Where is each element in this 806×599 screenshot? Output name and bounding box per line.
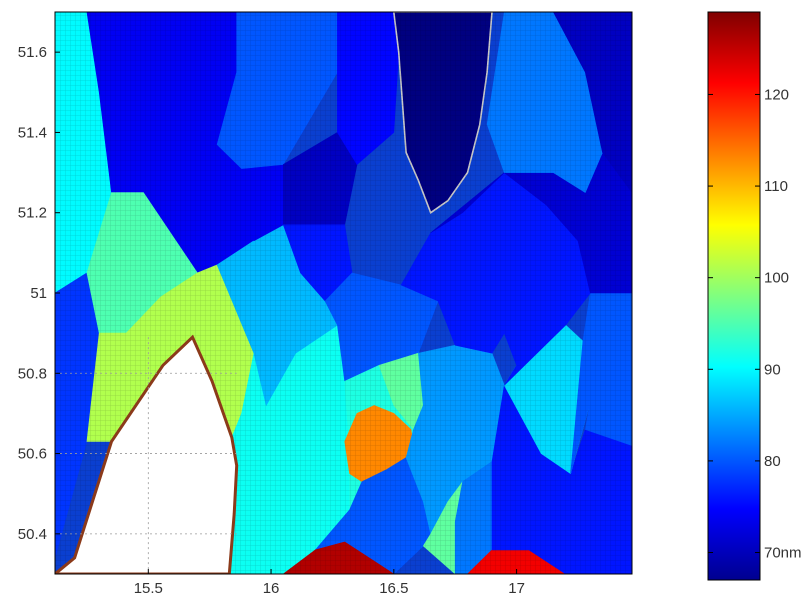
no-data-polygon xyxy=(55,334,239,574)
colorbar-tick-label: 100 xyxy=(764,270,789,287)
y-axis: 50.4 50.6 50.8 51 51.2 51.4 51.6 xyxy=(18,44,60,543)
y-tick-label: 51.2 xyxy=(18,205,47,222)
x-tick-label: 15.5 xyxy=(134,580,163,597)
colorbar-tick-label: 120 xyxy=(764,86,789,103)
colorbar-tick-label: 110 xyxy=(764,178,788,195)
x-tick-label: 16 xyxy=(263,580,280,597)
y-tick-label: 50.4 xyxy=(18,526,47,543)
y-tick-label: 50.8 xyxy=(18,365,47,382)
y-tick-label: 51.6 xyxy=(18,44,47,61)
x-tick-label: 16.5 xyxy=(379,580,408,597)
colorbar-ticks: 70nm 80 90 100 110 120 xyxy=(708,86,802,562)
colorbar-tick-label: 90 xyxy=(764,361,781,378)
y-tick-label: 51 xyxy=(30,285,47,302)
plot-area xyxy=(54,11,633,575)
colorbar-frame xyxy=(707,11,761,581)
colorbar: 70nm 80 90 100 110 120 xyxy=(707,11,802,581)
colorbar-tick-label: 80 xyxy=(764,453,781,470)
x-tick-label: 17 xyxy=(508,580,525,597)
colorbar-gradient xyxy=(708,12,760,580)
no-data-region xyxy=(55,334,239,574)
y-tick-label: 51.4 xyxy=(18,124,47,141)
y-tick-label: 50.6 xyxy=(18,446,47,463)
x-axis: 15.5 16 16.5 17 xyxy=(134,569,525,597)
colorbar-tick-label: 70nm xyxy=(764,545,802,562)
